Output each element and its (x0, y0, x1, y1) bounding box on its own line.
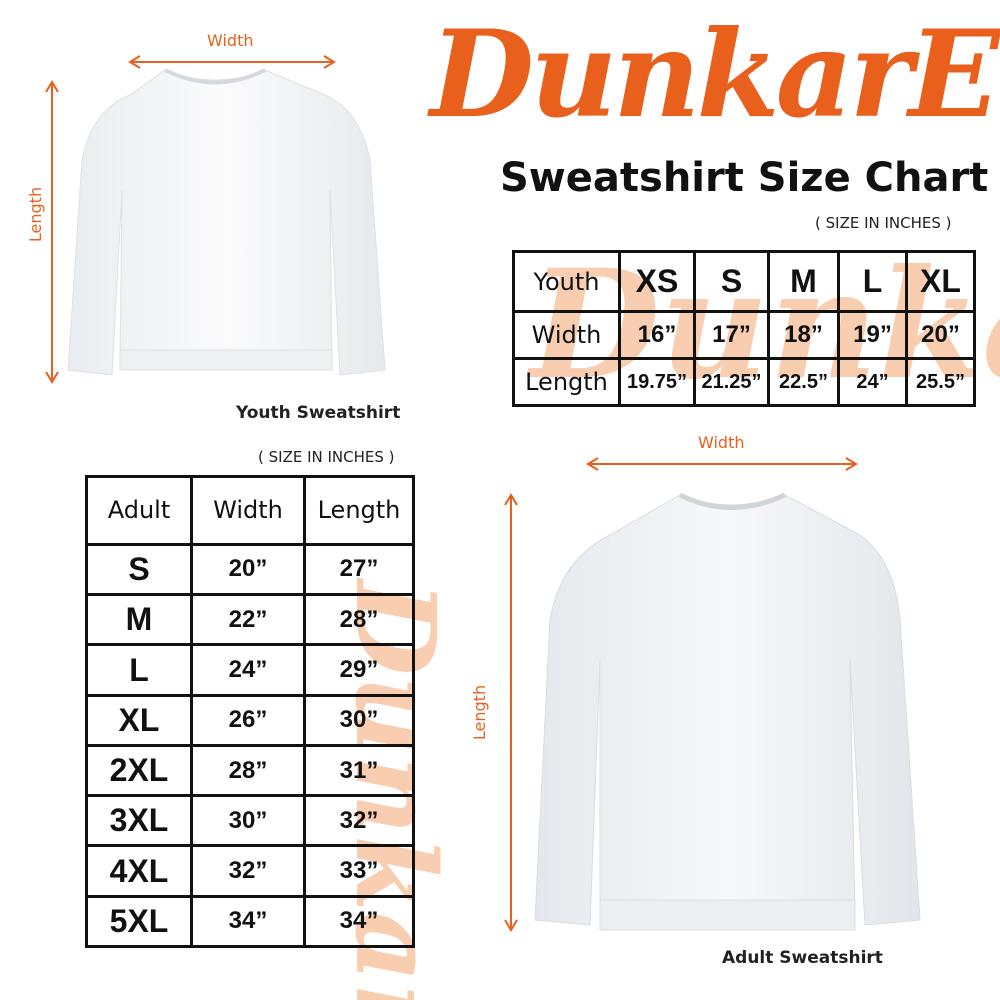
youth-width-label: Width (207, 31, 254, 50)
youth-header-cell: L (837, 249, 908, 314)
table-cell: 34” (303, 894, 415, 949)
table-cell: 24” (190, 643, 306, 697)
size-label-cell: XL (85, 693, 193, 747)
table-cell: 19.75” (618, 357, 696, 407)
table-cell: 19” (837, 310, 908, 361)
size-label-cell: 2XL (85, 743, 193, 798)
size-label-cell: 4XL (85, 844, 193, 898)
adult-unit-note: ( SIZE IN INCHES ) (258, 448, 395, 466)
table-cell: 20” (190, 542, 306, 597)
adult-header-cell: Length (303, 475, 415, 546)
table-cell: 30” (190, 794, 306, 848)
table-cell: 28” (190, 743, 306, 798)
table-cell: 33” (303, 844, 415, 898)
size-label-cell: L (85, 643, 193, 697)
table-cell: 32” (190, 844, 306, 898)
youth-header-cell: Youth (512, 249, 621, 314)
adult-size-row: S 20” 27” (85, 542, 415, 597)
youth-sweatshirt-image (67, 68, 386, 376)
adult-header-cell: Adult (85, 475, 193, 546)
page-title: Sweatshirt Size Chart (500, 155, 989, 201)
adult-size-row: 2XL 28” 31” (85, 743, 415, 798)
table-cell: 21.25” (693, 357, 770, 407)
adult-length-label: Length (470, 684, 490, 741)
table-cell: 27” (303, 542, 415, 597)
adult-size-row: L 24” 29” (85, 643, 415, 697)
table-cell: 34” (190, 894, 306, 949)
table-cell: 30” (303, 693, 415, 747)
adult-measure-arrows (504, 457, 858, 932)
table-cell: 31” (303, 743, 415, 798)
youth-header-cell: XS (618, 249, 696, 314)
adult-header-row: Adult Width Length (85, 475, 415, 546)
table-cell: Width (512, 310, 621, 361)
table-cell: 22.5” (767, 357, 840, 407)
table-cell: 25.5” (905, 357, 976, 407)
brand-logo: DunkarE (430, 4, 1000, 145)
table-cell: Length (512, 357, 621, 407)
adult-size-row: XL 26” 30” (85, 693, 415, 747)
adult-size-row: 3XL 30” 32” (85, 794, 415, 848)
youth-caption: Youth Sweatshirt (236, 403, 401, 423)
table-cell: 18” (767, 310, 840, 361)
size-label-cell: M (85, 593, 193, 647)
adult-size-row: 4XL 32” 33” (85, 844, 415, 898)
size-label-cell: 5XL (85, 894, 193, 949)
size-label-cell: S (85, 542, 193, 597)
table-cell: 24” (837, 357, 908, 407)
table-cell: 29” (303, 643, 415, 697)
adult-caption: Adult Sweatshirt (722, 948, 883, 968)
adult-header-cell: Width (190, 475, 306, 546)
table-cell: 20” (905, 310, 976, 361)
youth-header-cell: S (693, 249, 770, 314)
youth-header-row: Youth XS S M L XL (512, 249, 976, 314)
youth-header-cell: M (767, 249, 840, 314)
youth-size-table: Youth XS S M L XL Width 16” 17” 18” 19” … (512, 249, 976, 407)
table-cell: 16” (618, 310, 696, 361)
table-cell: 28” (303, 593, 415, 647)
youth-length-label: Length (26, 186, 46, 243)
youth-measure-arrows (45, 55, 336, 384)
adult-sweatshirt-image (534, 492, 921, 931)
adult-width-label: Width (698, 433, 745, 452)
adult-size-row: M 22” 28” (85, 593, 415, 647)
size-label-cell: 3XL (85, 794, 193, 848)
youth-unit-note: ( SIZE IN INCHES ) (815, 214, 952, 232)
youth-width-row: Width 16” 17” 18” 19” 20” (512, 310, 976, 361)
adult-size-row: 5XL 34” 34” (85, 894, 415, 949)
table-cell: 22” (190, 593, 306, 647)
table-cell: 32” (303, 794, 415, 848)
youth-length-row: Length 19.75” 21.25” 22.5” 24” 25.5” (512, 357, 976, 407)
table-cell: 17” (693, 310, 770, 361)
youth-header-cell: XL (905, 249, 976, 314)
table-cell: 26” (190, 693, 306, 747)
adult-size-table: Adult Width Length S 20” 27” M 22” 28” L 24” 29”… (85, 475, 415, 949)
